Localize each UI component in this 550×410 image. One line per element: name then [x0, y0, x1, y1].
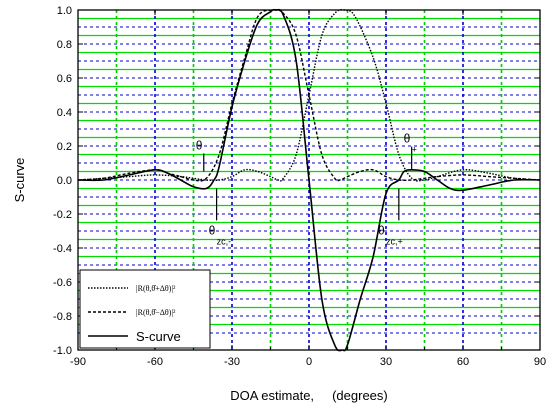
y-tick-label: -0.8	[53, 311, 72, 323]
legend-label-1: |R(θ,θ̂+Δθ)|²	[136, 284, 176, 293]
y-tick-label: 0.8	[57, 39, 72, 51]
y-tick-label: -0.6	[53, 277, 72, 289]
legend: |R(θ,θ̂+Δθ)|² |R(θ,θ̂−Δθ)|² S-curve	[79, 269, 211, 349]
x-tick-label: 60	[457, 356, 469, 368]
annotation-label: θ	[209, 223, 216, 237]
legend-box	[79, 269, 211, 349]
data-series	[77, 8, 541, 352]
y-tick-label: 1.0	[57, 5, 72, 17]
x-tick-label: -60	[147, 356, 163, 368]
annotation-label: θ	[404, 132, 411, 146]
annotation-2: θzc,-	[209, 188, 232, 246]
y-tick-label: -0.2	[53, 209, 72, 221]
y-tick-label: 0.4	[57, 107, 72, 119]
x-tick-label: 30	[380, 356, 392, 368]
legend-label-2: |R(θ,θ̂−Δθ)|²	[136, 308, 176, 317]
annotation-subscript: zc,+	[386, 236, 403, 246]
y-tick-label: -1.0	[53, 345, 72, 357]
x-tick-label: -90	[70, 356, 86, 368]
annotation-4: θzc,+	[378, 188, 403, 246]
annotation-1: θ	[196, 138, 205, 172]
x-tick-label: -30	[224, 356, 240, 368]
y-tick-label: 0.0	[57, 175, 72, 187]
series-line-2	[77, 8, 541, 182]
y-axis-label: S-curve	[12, 158, 27, 203]
annotation-label: θ	[196, 138, 203, 152]
y-tick-label: -0.4	[53, 243, 72, 255]
y-tick-label: 0.2	[57, 141, 72, 153]
annotation-subscript: zc,-	[217, 236, 232, 246]
y-tick-label: 0.6	[57, 73, 72, 85]
x-tick-label: 90	[534, 356, 546, 368]
legend-label-3: S-curve	[136, 329, 181, 344]
annotation-3: θ+	[404, 132, 417, 170]
annotation-subscript: +	[412, 145, 417, 155]
x-tick-label: 0	[306, 356, 312, 368]
x-axis-label: DOA estimate, (degrees)	[230, 388, 388, 403]
annotation-label: θ	[378, 223, 385, 237]
series-line-3	[77, 8, 541, 352]
axis-ticks: -90 -60 -30 0 30 60 90 -1.0 -0.8 -0.6 -0.4 -0.2 0.0 0…	[53, 5, 546, 368]
series-line-1	[77, 8, 541, 182]
